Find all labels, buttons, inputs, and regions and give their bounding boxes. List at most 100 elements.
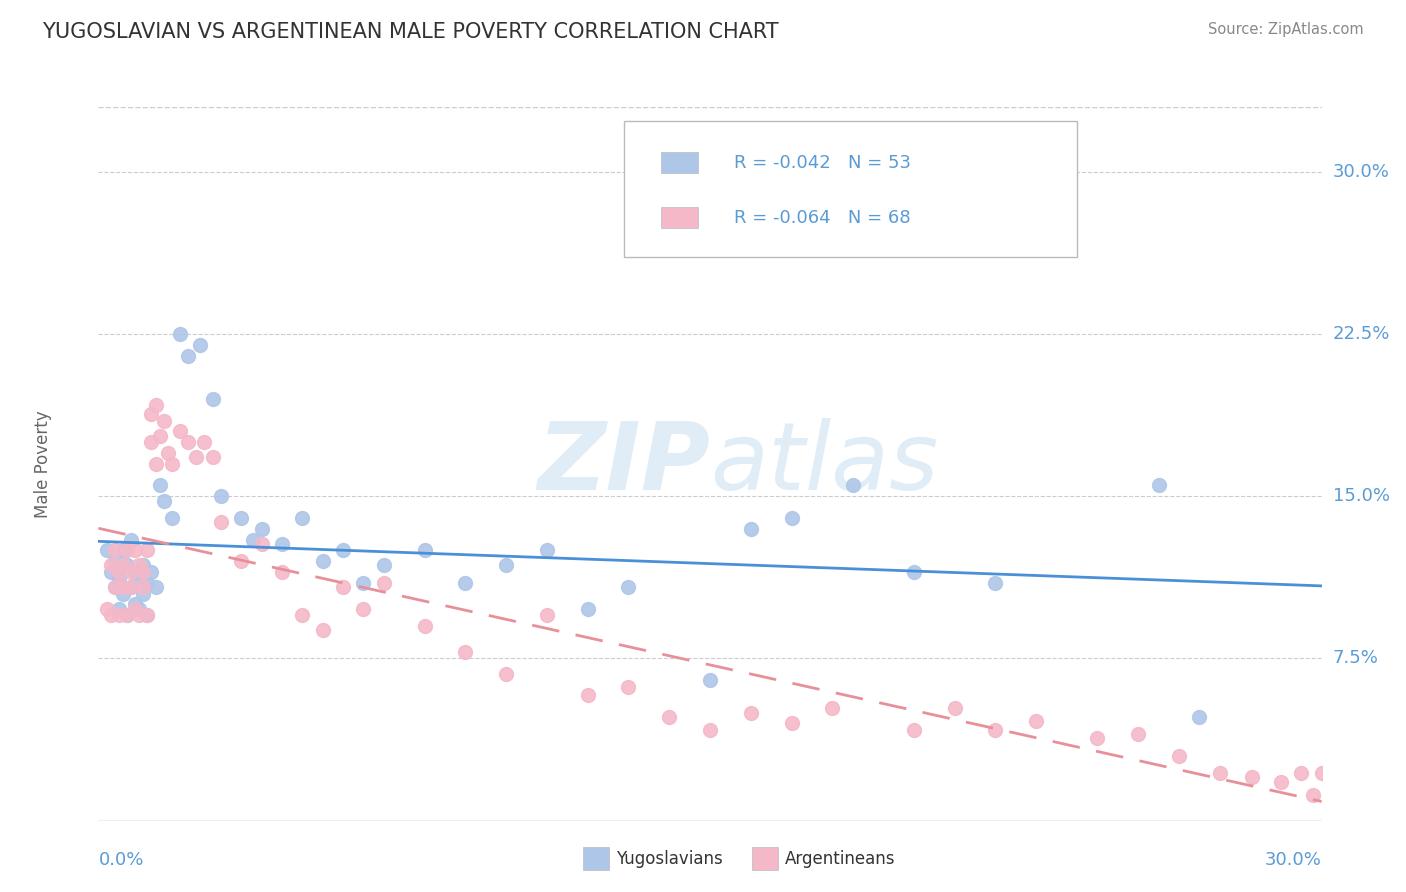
Point <box>312 624 335 638</box>
Point <box>332 543 354 558</box>
Point <box>108 601 131 615</box>
Point <box>152 414 174 428</box>
Point <box>617 680 640 694</box>
Point <box>903 723 925 737</box>
Point <box>576 601 599 615</box>
Point <box>104 543 127 558</box>
Point <box>373 558 395 573</box>
Point <box>124 601 146 615</box>
Text: YUGOSLAVIAN VS ARGENTINEAN MALE POVERTY CORRELATION CHART: YUGOSLAVIAN VS ARGENTINEAN MALE POVERTY … <box>42 22 779 42</box>
Point <box>413 619 436 633</box>
Point <box>1085 731 1108 746</box>
Point <box>270 537 294 551</box>
Point <box>149 428 172 442</box>
Text: 22.5%: 22.5% <box>1333 325 1391 343</box>
Point <box>136 608 159 623</box>
Point <box>903 565 925 579</box>
Point <box>658 710 681 724</box>
Point <box>124 565 146 579</box>
Point <box>270 565 294 579</box>
Point <box>1188 710 1211 724</box>
Point <box>209 515 232 529</box>
Bar <box>661 152 697 173</box>
Point <box>96 601 118 615</box>
Point <box>145 399 167 413</box>
Point <box>312 554 335 568</box>
Point <box>201 450 224 465</box>
Point <box>231 554 253 568</box>
Point <box>201 392 224 406</box>
Point <box>495 666 517 681</box>
Point <box>111 543 134 558</box>
Point <box>111 580 134 594</box>
Point <box>1025 714 1047 728</box>
Point <box>740 706 762 720</box>
Point <box>132 558 155 573</box>
Text: 7.5%: 7.5% <box>1333 649 1379 667</box>
Point <box>136 608 159 623</box>
FancyBboxPatch shape <box>624 121 1077 257</box>
Point <box>152 493 174 508</box>
Point <box>124 543 146 558</box>
Text: 0.0%: 0.0% <box>98 851 143 869</box>
Point <box>699 673 721 687</box>
Point <box>209 489 232 503</box>
Point <box>454 575 477 590</box>
Point <box>145 580 167 594</box>
Text: ZIP: ZIP <box>537 417 710 510</box>
Point <box>193 435 215 450</box>
Point <box>1209 766 1232 780</box>
Text: Yugoslavians: Yugoslavians <box>616 850 723 868</box>
Point <box>984 575 1007 590</box>
Point <box>141 435 163 450</box>
Point <box>250 522 273 536</box>
Point <box>104 580 127 594</box>
Point <box>780 511 803 525</box>
Point <box>100 558 122 573</box>
Point <box>169 425 191 439</box>
Text: Source: ZipAtlas.com: Source: ZipAtlas.com <box>1208 22 1364 37</box>
Point <box>132 580 155 594</box>
Point <box>1167 748 1189 763</box>
Point <box>120 565 142 579</box>
Point <box>128 571 150 585</box>
Point <box>699 723 721 737</box>
Point <box>413 543 436 558</box>
Point <box>132 565 155 579</box>
Point <box>100 565 122 579</box>
Point <box>120 580 142 594</box>
Point <box>96 543 118 558</box>
Bar <box>661 207 697 228</box>
Point <box>352 575 374 590</box>
Point <box>291 608 314 623</box>
Point <box>188 338 212 352</box>
Point <box>1291 766 1313 780</box>
Point <box>111 586 134 600</box>
Point <box>124 598 146 612</box>
Point <box>821 701 844 715</box>
Point <box>108 565 131 579</box>
Point <box>115 543 138 558</box>
Point <box>149 478 172 492</box>
Point <box>169 327 191 342</box>
Point <box>108 608 131 623</box>
Point <box>136 575 159 590</box>
Point <box>120 580 142 594</box>
Point <box>250 537 273 551</box>
Point <box>136 543 159 558</box>
Point <box>943 701 966 715</box>
Point <box>111 558 134 573</box>
Text: Male Poverty: Male Poverty <box>34 410 52 517</box>
Point <box>1147 478 1170 492</box>
Point <box>1302 788 1324 802</box>
Point <box>177 435 200 450</box>
Point <box>141 565 163 579</box>
Point <box>495 558 517 573</box>
Point <box>128 558 150 573</box>
Point <box>780 716 803 731</box>
Point <box>177 349 200 363</box>
Point <box>128 601 150 615</box>
Point <box>115 608 138 623</box>
Text: 15.0%: 15.0% <box>1333 487 1389 505</box>
Point <box>984 723 1007 737</box>
